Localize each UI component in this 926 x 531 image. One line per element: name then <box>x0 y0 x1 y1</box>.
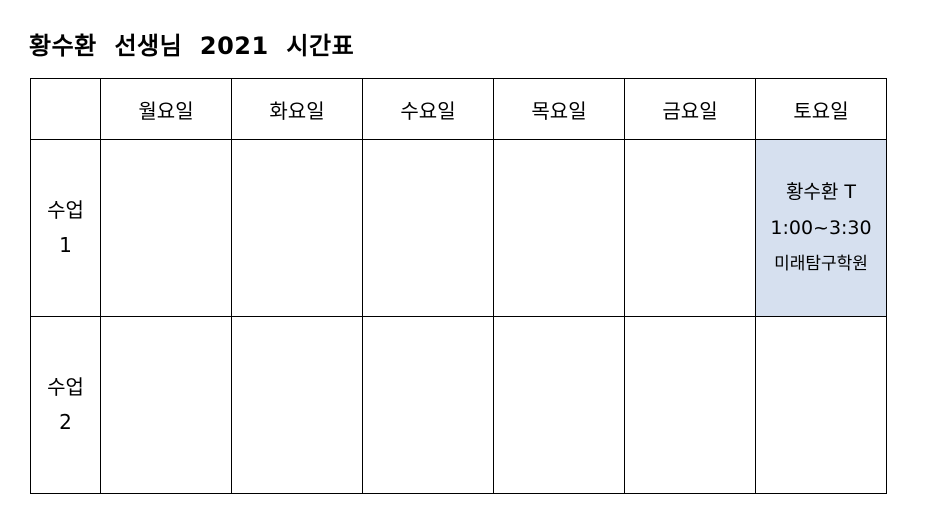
schedule-cell-fri-1 <box>624 139 756 317</box>
schedule-cell-sat-1: 황수환 T 1:00~3:30 미래탐구학원 <box>755 139 887 317</box>
schedule-cell-wed-2 <box>362 316 494 494</box>
table-header-row: 월요일 화요일 수요일 목요일 금요일 토요일 <box>30 78 887 140</box>
period-label-text: 수업 <box>47 375 84 399</box>
schedule-cell-wed-1 <box>362 139 494 317</box>
table-row-period-1: 수업 1 황수환 T 1:00~3:30 미래탐구학원 <box>30 139 887 317</box>
period-label-1: 수업 1 <box>30 139 101 317</box>
day-header-mon: 월요일 <box>100 78 232 140</box>
period-label-2: 수업 2 <box>30 316 101 494</box>
day-header-tue: 화요일 <box>231 78 363 140</box>
table-row-period-2: 수업 2 <box>30 316 887 494</box>
schedule-cell-sat-2 <box>755 316 887 494</box>
class-teacher: 황수환 T <box>785 181 857 203</box>
day-header-fri: 금요일 <box>624 78 756 140</box>
timetable: 월요일 화요일 수요일 목요일 금요일 토요일 수업 1 황수환 T 1:00~… <box>30 78 887 494</box>
period-label-number: 1 <box>59 233 72 257</box>
schedule-cell-mon-2 <box>100 316 232 494</box>
schedule-cell-tue-1 <box>231 139 363 317</box>
day-header-sat: 토요일 <box>755 78 887 140</box>
schedule-cell-thu-2 <box>493 316 625 494</box>
schedule-cell-mon-1 <box>100 139 232 317</box>
day-header-thu: 목요일 <box>493 78 625 140</box>
corner-cell <box>30 78 101 140</box>
day-header-wed: 수요일 <box>362 78 494 140</box>
class-academy: 미래탐구학원 <box>774 254 868 274</box>
class-time: 1:00~3:30 <box>770 217 872 239</box>
schedule-cell-tue-2 <box>231 316 363 494</box>
period-label-number: 2 <box>59 410 72 434</box>
page-title: 황수환 선생님 2021 시간표 <box>29 32 355 60</box>
schedule-cell-thu-1 <box>493 139 625 317</box>
schedule-cell-fri-2 <box>624 316 756 494</box>
period-label-text: 수업 <box>47 198 84 222</box>
